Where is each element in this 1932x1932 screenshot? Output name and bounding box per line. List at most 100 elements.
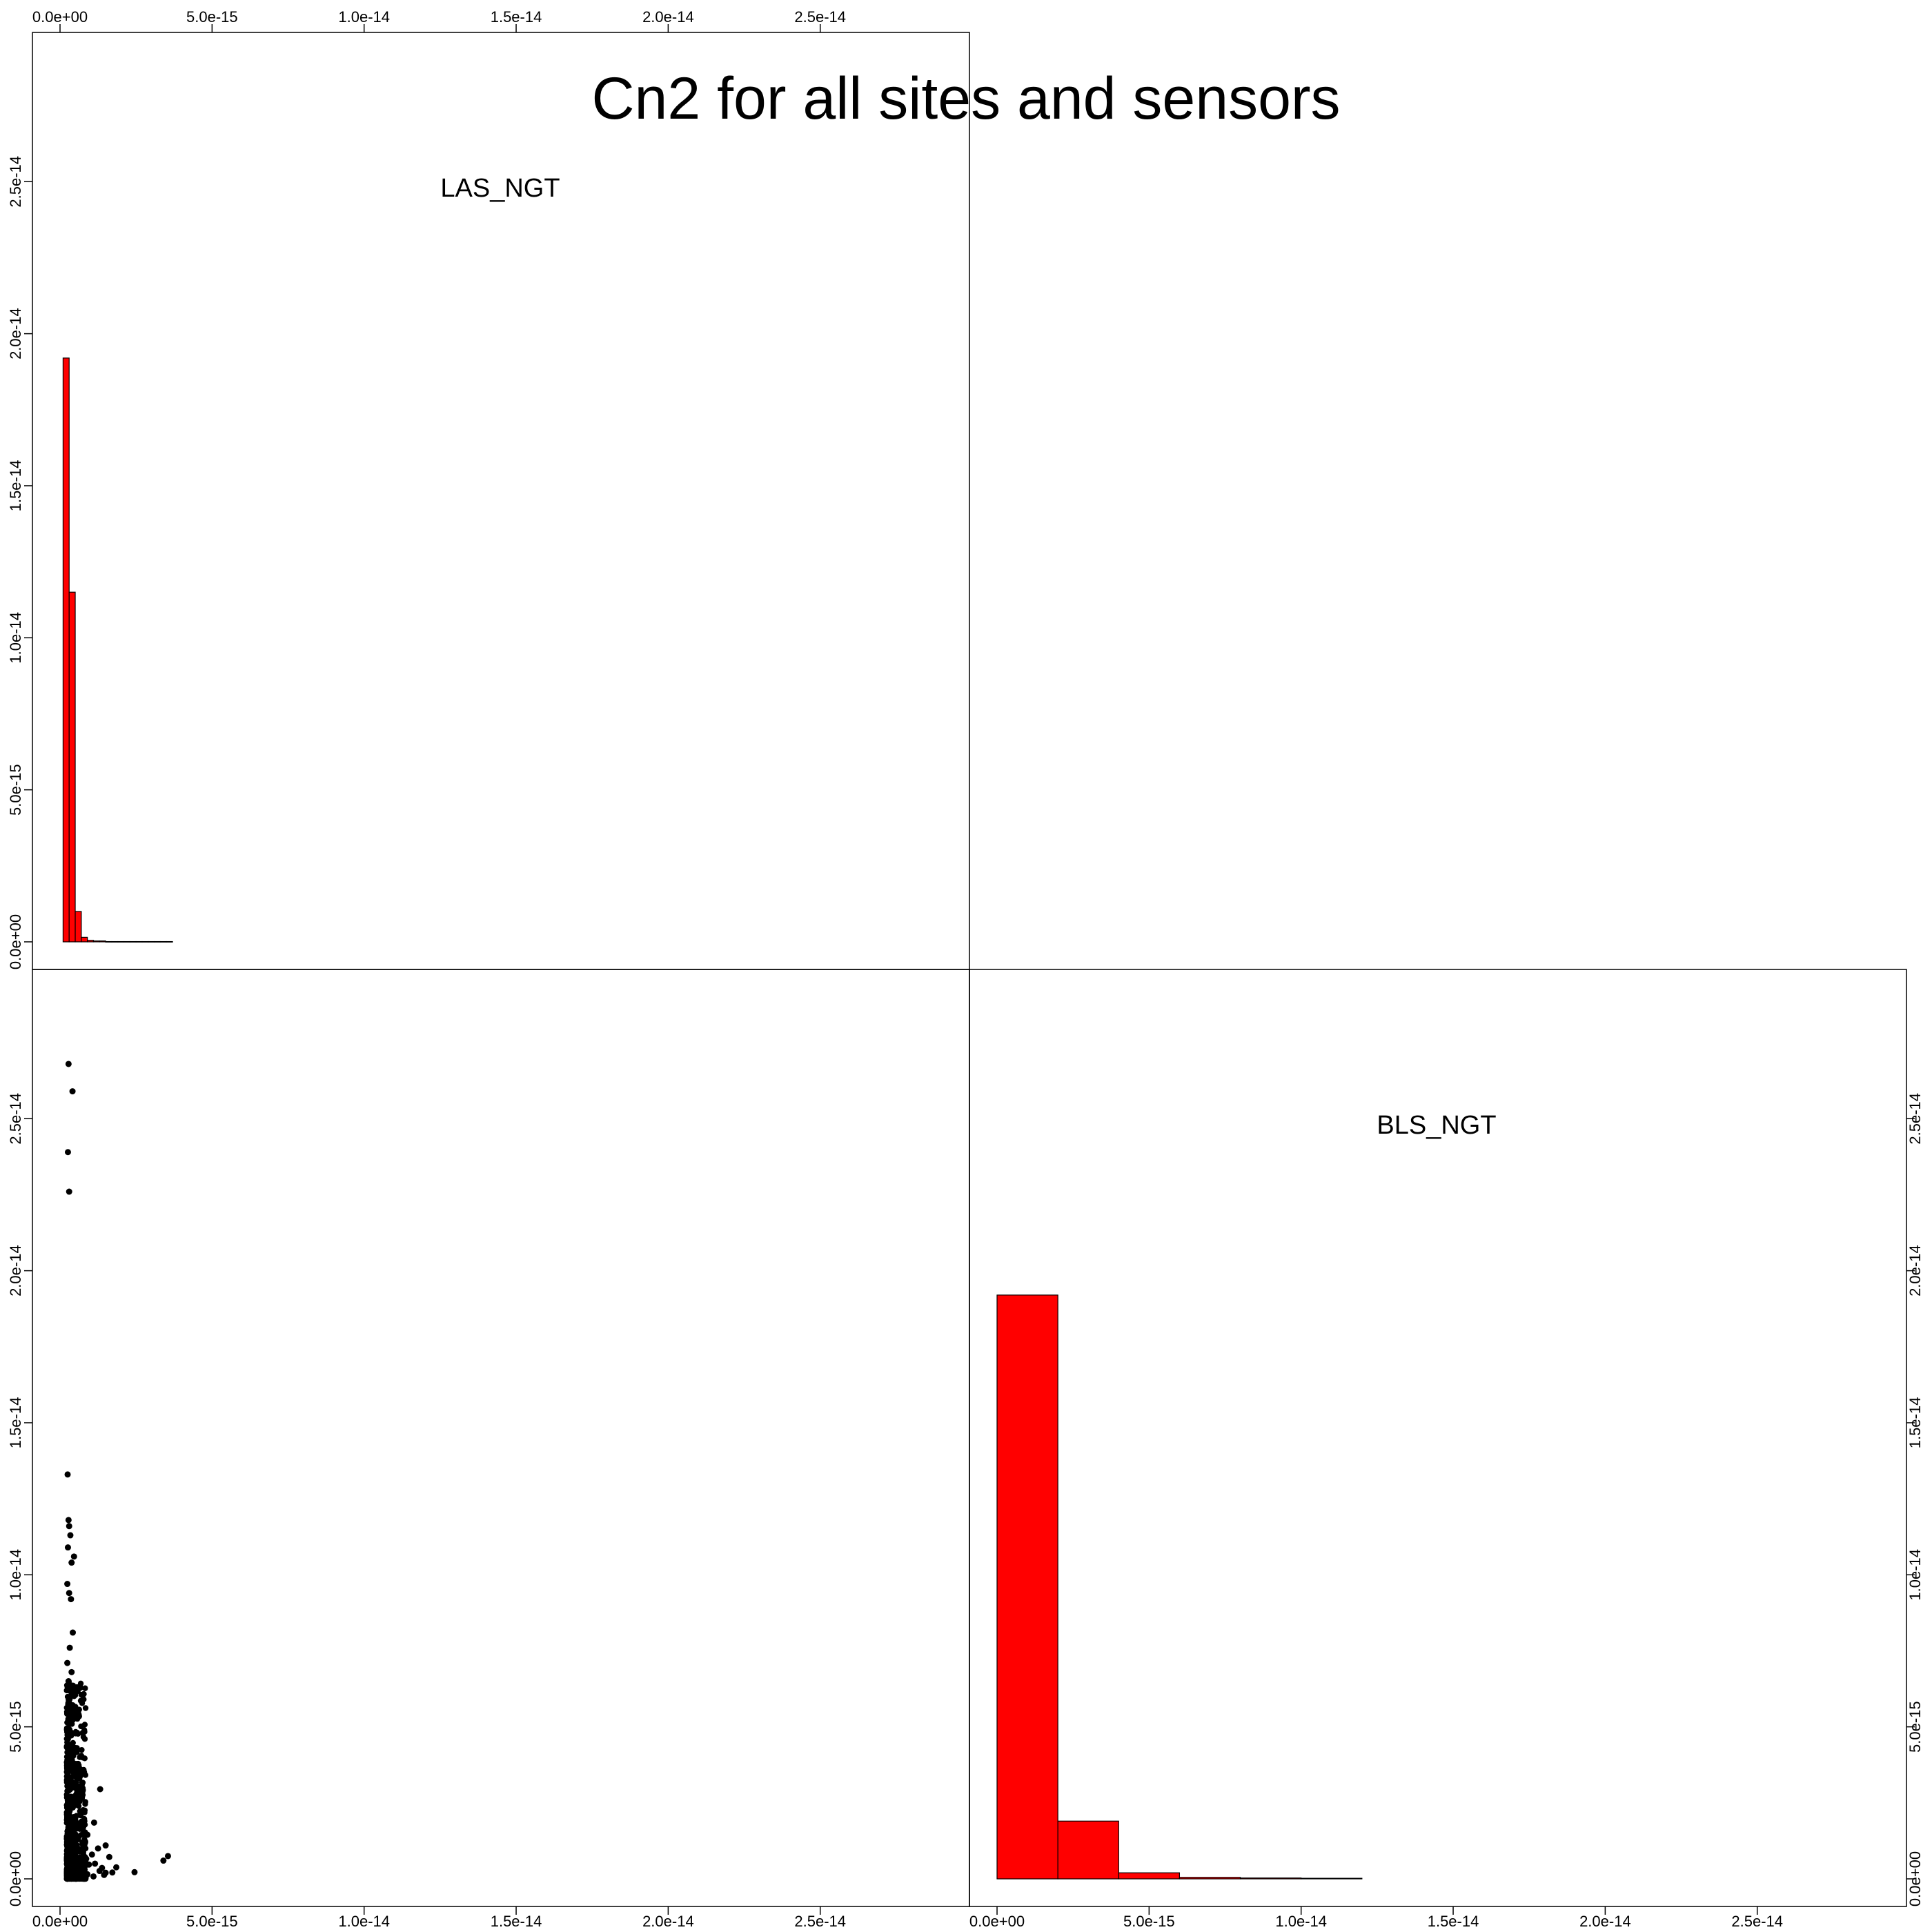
scatter-point bbox=[113, 1864, 120, 1871]
chart-title: Cn2 for all sites and sensors bbox=[591, 66, 1340, 132]
scatter-point bbox=[82, 1801, 88, 1807]
scatter-point bbox=[64, 1839, 71, 1846]
tick-label-x-bottom: 1.0e-14 bbox=[338, 1913, 390, 1930]
scatter-point bbox=[64, 1766, 71, 1773]
scatter-point bbox=[76, 1775, 83, 1782]
scatter-point bbox=[79, 1859, 86, 1866]
histogram-bar-las-ngt bbox=[105, 940, 112, 943]
scatter-point bbox=[68, 1833, 75, 1840]
tick-label-x-bottom: 1.5e-14 bbox=[1428, 1913, 1479, 1930]
scatter-point bbox=[66, 1644, 73, 1651]
tick-label-y-left: 2.5e-14 bbox=[7, 1093, 24, 1145]
scatter-point bbox=[73, 1854, 80, 1861]
panel-label-las-ngt: LAS_NGT bbox=[440, 174, 560, 203]
histogram-bar-bls-ngt bbox=[1179, 1877, 1241, 1880]
histogram-bar-las-ngt bbox=[123, 940, 130, 943]
scatter-point bbox=[81, 1817, 88, 1824]
scatter-point bbox=[102, 1842, 109, 1849]
scatter-point bbox=[101, 1871, 108, 1878]
tick-label-x-bottom: 2.5e-14 bbox=[794, 1913, 846, 1930]
scatter-point bbox=[64, 1581, 71, 1588]
tick-label-y-left: 0.0e+00 bbox=[7, 914, 24, 969]
tick-label-x-bottom: 5.0e-15 bbox=[186, 1913, 238, 1930]
tick-label-x-top: 1.5e-14 bbox=[491, 8, 542, 26]
scatter-point bbox=[90, 1819, 97, 1826]
scatter-point bbox=[88, 1851, 95, 1858]
scatter-point bbox=[78, 1723, 84, 1730]
scatter-point bbox=[82, 1874, 89, 1881]
histogram-bar-las-ngt bbox=[135, 940, 143, 943]
tick-label-y-left: 1.5e-14 bbox=[7, 460, 24, 512]
scatter-point bbox=[68, 1668, 75, 1675]
tick-label-y-right: 1.5e-14 bbox=[1906, 1397, 1924, 1449]
scatter-point bbox=[90, 1873, 97, 1880]
scatter-point bbox=[71, 1711, 78, 1718]
histogram-bar-las-ngt bbox=[87, 940, 95, 943]
scatter-point bbox=[75, 1824, 82, 1831]
scatter-point bbox=[64, 1471, 71, 1478]
scatter-point bbox=[72, 1748, 79, 1755]
tick-label-y-right: 2.0e-14 bbox=[1906, 1245, 1924, 1297]
scatter-point bbox=[84, 1831, 91, 1838]
tick-label-x-bottom: 2.0e-14 bbox=[1579, 1913, 1631, 1930]
panel-frame-las-ngt bbox=[32, 32, 970, 970]
histogram-bar-las-ngt bbox=[148, 940, 155, 943]
scatter-point bbox=[72, 1728, 79, 1735]
scatter-point bbox=[68, 1793, 75, 1800]
scatter-point bbox=[73, 1791, 80, 1797]
scatter-point bbox=[64, 1826, 71, 1833]
scatter-point bbox=[82, 1772, 89, 1778]
scatter-point bbox=[86, 1861, 92, 1868]
tick-label-x-top: 2.5e-14 bbox=[794, 8, 846, 26]
scatter-point bbox=[72, 1815, 79, 1822]
scatter-point bbox=[78, 1808, 85, 1815]
scatter-point bbox=[75, 1836, 81, 1843]
scatter-point bbox=[160, 1857, 167, 1864]
scatter-point bbox=[66, 1754, 72, 1761]
tick-label-x-bottom: 0.0e+00 bbox=[32, 1913, 88, 1930]
scatter-point bbox=[66, 1696, 72, 1703]
scatter-point bbox=[75, 1803, 82, 1809]
scatter-point bbox=[64, 1735, 71, 1742]
scatter-point bbox=[65, 1061, 72, 1067]
histogram-bar-las-ngt bbox=[68, 591, 76, 943]
panel-label-bls-ngt: BLS_NGT bbox=[1377, 1111, 1496, 1140]
scatter-point bbox=[64, 1683, 70, 1690]
tick-label-x-bottom: 1.5e-14 bbox=[491, 1913, 542, 1930]
scatter-point bbox=[68, 1596, 75, 1603]
histogram-bar-las-ngt bbox=[75, 911, 82, 943]
tick-label-x-bottom: 2.5e-14 bbox=[1731, 1913, 1783, 1930]
tick-label-x-top: 2.0e-14 bbox=[642, 8, 694, 26]
scatter-point bbox=[66, 1811, 72, 1818]
scatter-point bbox=[77, 1848, 83, 1855]
tick-label-x-bottom: 1.0e-14 bbox=[1275, 1913, 1327, 1930]
scatter-point bbox=[74, 1844, 80, 1850]
histogram-bar-las-ngt bbox=[154, 940, 161, 943]
scatter-point bbox=[67, 1775, 74, 1782]
scatter-point bbox=[63, 1743, 70, 1750]
tick-label-x-top: 1.0e-14 bbox=[338, 8, 390, 26]
scatter-point bbox=[64, 1727, 70, 1733]
scatter-point bbox=[79, 1840, 86, 1847]
histogram-bar-bls-ngt bbox=[1057, 1820, 1119, 1880]
panel-frames bbox=[32, 32, 1907, 1907]
scatter-point bbox=[95, 1845, 101, 1852]
histogram-bar-las-ngt bbox=[166, 940, 173, 943]
scatter-point bbox=[65, 1678, 72, 1685]
scatter-point bbox=[81, 1690, 87, 1697]
scatter-point bbox=[78, 1753, 85, 1759]
scatter-point bbox=[82, 1685, 88, 1691]
tick-label-y-right: 5.0e-15 bbox=[1906, 1701, 1924, 1753]
scatter-point bbox=[131, 1869, 138, 1875]
scatter-point bbox=[66, 1523, 72, 1530]
scatter-point bbox=[66, 1590, 72, 1597]
tick-label-y-left: 0.0e+00 bbox=[7, 1851, 24, 1906]
histogram-bar-las-ngt bbox=[99, 940, 106, 943]
scatter-point bbox=[81, 1736, 88, 1742]
tick-label-y-left: 2.5e-14 bbox=[7, 156, 24, 208]
tick-label-x-bottom: 5.0e-15 bbox=[1123, 1913, 1175, 1930]
scatter-point bbox=[64, 1544, 71, 1551]
histogram-bar-las-ngt bbox=[141, 940, 149, 943]
scatter-point bbox=[67, 1821, 74, 1828]
